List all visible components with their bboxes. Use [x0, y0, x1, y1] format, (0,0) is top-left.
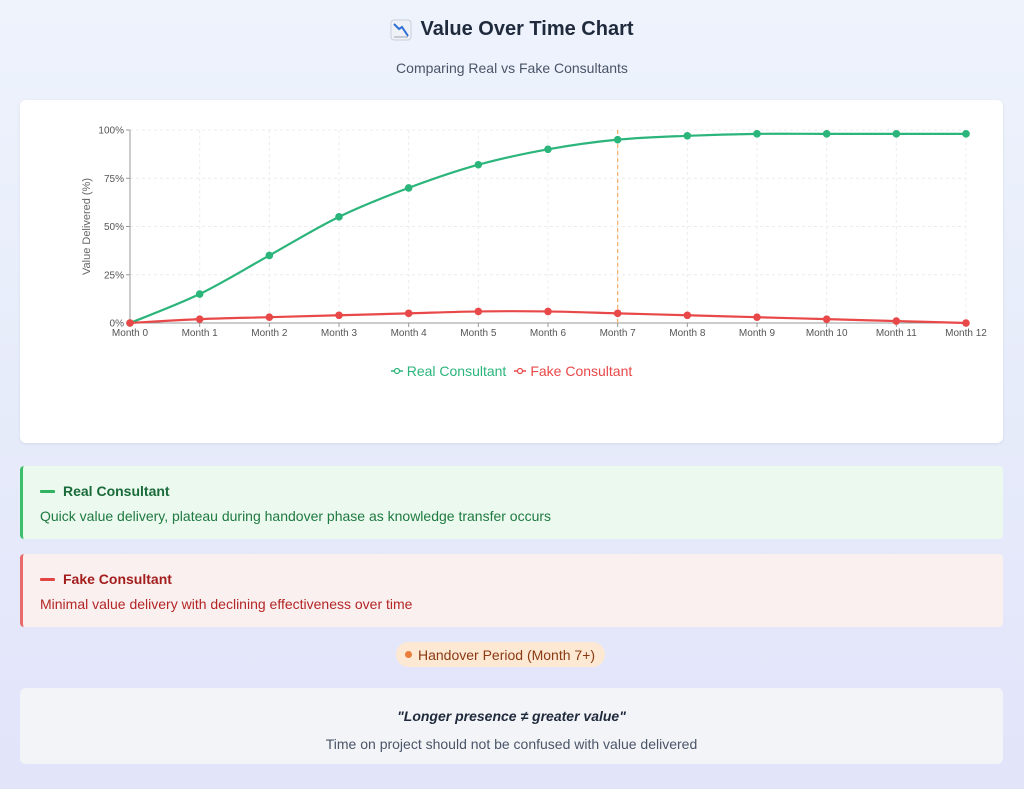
y-tick-label: 100%	[98, 126, 124, 137]
real-consultant-info-title-text: Real Consultant	[63, 483, 170, 499]
x-tick-label: Month 10	[806, 328, 848, 339]
quote-text: "Longer presence ≠ greater value"	[397, 708, 626, 724]
x-tick-label: Month 4	[391, 328, 428, 339]
x-tick-label: Month 9	[739, 328, 776, 339]
data-point-fake	[265, 313, 274, 322]
x-tick-label: Month 2	[251, 328, 288, 339]
data-point-real	[822, 130, 831, 138]
data-point-fake	[404, 309, 413, 318]
data-point-fake	[892, 317, 901, 325]
page-subtitle: Comparing Real vs Fake Consultants	[396, 59, 628, 76]
data-point-fake	[474, 307, 483, 316]
quote-subtext: Time on project should not be confused w…	[325, 736, 698, 752]
data-point-real	[753, 130, 761, 138]
data-point-real	[335, 213, 343, 221]
y-tick-label: 25%	[104, 270, 124, 281]
x-tick-label: Month 3	[321, 328, 358, 339]
page-title-text: Value Over Time Chart	[420, 18, 634, 40]
chart-card: 0% 25% 50% 75% 100% Month 0 Month 1 Month 2 Mont…	[20, 100, 1003, 443]
x-tick-label: Month 12	[945, 328, 987, 339]
real-consultant-info: Real Consultant Quick value delivery, pl…	[20, 466, 1003, 539]
real-consultant-info-title: Real Consultant	[40, 483, 1003, 499]
legend-label-real: Real Consultant	[406, 363, 507, 379]
data-point-fake	[753, 313, 761, 322]
y-tick-label: 0%	[110, 319, 125, 330]
green-dash-icon	[40, 489, 55, 493]
data-point-real	[892, 130, 901, 138]
orange-dot-icon	[405, 651, 412, 658]
data-point-real	[265, 251, 274, 260]
data-point-fake	[195, 315, 204, 323]
real-consultant-info-description: Quick value delivery, plateau during han…	[40, 508, 552, 524]
data-point-fake	[544, 307, 552, 316]
fake-consultant-info-description: Minimal value delivery with declining ef…	[40, 596, 413, 612]
handover-period-badge: Handover Period (Month 7+)	[396, 642, 606, 667]
data-point-fake	[683, 311, 692, 320]
page-header: Value Over Time Chart Comparing Real vs …	[0, 18, 1024, 76]
x-tick-label: Month 6	[530, 328, 567, 339]
data-point-fake	[962, 319, 970, 327]
data-point-real	[195, 290, 204, 298]
legend-label-fake: Fake Consultant	[530, 363, 633, 379]
x-tick-label: Month 8	[669, 328, 706, 339]
handover-period-label: Handover Period (Month 7+)	[418, 646, 596, 663]
data-point-real	[683, 131, 692, 140]
y-tick-label: 75%	[104, 174, 124, 185]
fake-consultant-info-title: Fake Consultant	[40, 571, 1003, 587]
x-tick-label: Month 1	[182, 328, 219, 339]
legend-item-real[interactable]: Real Consultant	[390, 363, 507, 379]
x-tick-label: Month 0	[112, 328, 149, 339]
data-point-fake	[822, 315, 831, 323]
legend-item-fake[interactable]: Fake Consultant	[514, 363, 632, 379]
x-tick-label: Month 11	[876, 328, 917, 339]
data-point-fake	[335, 311, 343, 320]
quote-box: "Longer presence ≠ greater value" Time o…	[20, 688, 1003, 764]
chart-legend: Real Consultant Fake Consultant	[20, 363, 1003, 379]
data-point-fake	[613, 309, 622, 318]
data-point-real	[613, 135, 622, 144]
line-chart: 0% 25% 50% 75% 100% Month 0 Month 1 Month 2 Mont…	[81, 126, 987, 340]
legend-marker-real	[390, 367, 403, 375]
y-tick-label: 50%	[104, 222, 124, 233]
x-tick-label: Month 7	[600, 328, 637, 339]
page-title: Value Over Time Chart	[390, 18, 634, 41]
data-point-real	[474, 160, 483, 169]
fake-consultant-info: Fake Consultant Minimal value delivery w…	[20, 554, 1003, 627]
data-point-real	[544, 145, 552, 154]
data-point-real	[404, 184, 413, 192]
legend-marker-fake	[514, 367, 527, 375]
chart-decreasing-icon	[390, 19, 412, 40]
x-tick-label: Month 5	[460, 328, 497, 339]
data-point-real	[962, 130, 970, 138]
data-point-fake	[126, 319, 134, 327]
fake-consultant-info-title-text: Fake Consultant	[63, 571, 172, 587]
red-dash-icon	[40, 577, 55, 581]
y-axis-label: Value Delivered (%)	[81, 178, 93, 275]
